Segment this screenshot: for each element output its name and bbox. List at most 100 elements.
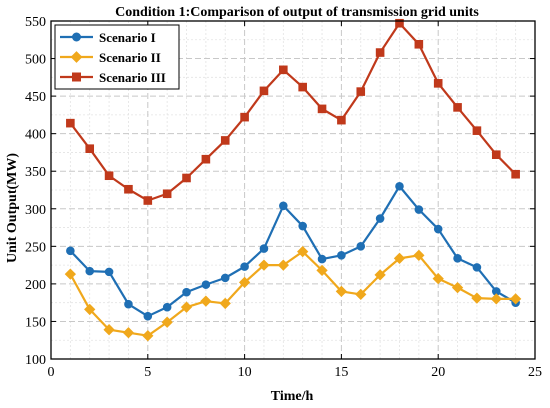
- data-point: [219, 297, 231, 310]
- data-point: [509, 293, 522, 305]
- data-point: [238, 276, 251, 289]
- legend-label: Scenario I: [99, 30, 156, 45]
- data-point: [453, 103, 462, 112]
- data-point: [162, 302, 172, 312]
- data-point: [317, 104, 327, 114]
- data-point: [414, 205, 424, 214]
- plot-frame: [50, 20, 536, 360]
- x-tick-label: 20: [431, 365, 445, 380]
- data-point: [453, 254, 462, 263]
- x-tick-label: 10: [238, 365, 252, 380]
- y-tick-label: 350: [25, 165, 46, 180]
- data-point: [511, 169, 520, 179]
- data-point: [85, 266, 95, 276]
- data-point: [180, 301, 193, 313]
- data-point: [240, 112, 249, 122]
- data-point: [64, 268, 77, 280]
- data-point: [259, 86, 269, 96]
- data-point: [471, 292, 483, 304]
- data-point: [393, 252, 406, 264]
- data-point: [201, 280, 211, 289]
- y-tick-label: 550: [25, 15, 46, 30]
- data-point: [374, 269, 386, 281]
- x-tick-label: 15: [334, 365, 348, 380]
- data-point: [472, 126, 482, 135]
- y-tick-label: 100: [25, 353, 46, 368]
- series-3: [66, 18, 520, 205]
- data-point: [356, 242, 366, 251]
- data-point: [316, 264, 328, 277]
- x-tick-label: 0: [48, 365, 55, 380]
- data-point: [375, 48, 385, 57]
- data-point: [413, 249, 425, 261]
- data-point: [414, 39, 424, 49]
- legend-label: Scenario II: [99, 50, 161, 65]
- data-point: [317, 254, 327, 264]
- data-point: [375, 214, 385, 223]
- data-point: [490, 293, 502, 305]
- series-2: [64, 245, 522, 342]
- data-point: [337, 115, 346, 125]
- chart-title: Condition 1:Comparison of output of tran…: [115, 5, 479, 20]
- legend-marker: [72, 32, 81, 42]
- data-point: [298, 221, 307, 231]
- data-point: [395, 18, 404, 28]
- data-point: [472, 263, 482, 272]
- data-point: [258, 259, 270, 271]
- legend-entry: Scenario III: [60, 70, 166, 85]
- data-point: [355, 288, 367, 301]
- data-point: [66, 118, 75, 128]
- data-point: [104, 267, 114, 277]
- data-point: [66, 246, 75, 256]
- data-point: [220, 273, 230, 283]
- data-point: [297, 245, 309, 258]
- data-point: [104, 171, 114, 181]
- data-point: [432, 272, 444, 285]
- data-point: [103, 324, 115, 336]
- y-axis-label: Unit Output(MW): [5, 153, 20, 263]
- data-point: [200, 295, 212, 307]
- data-point: [298, 82, 307, 92]
- data-point: [491, 150, 501, 159]
- data-point: [122, 327, 135, 339]
- data-point: [451, 281, 464, 294]
- data-point: [85, 144, 95, 153]
- y-tick-label: 400: [25, 128, 46, 143]
- ticks: 0 5 10 15 20 25 100 150 200 250 300 350 400 450 500 550: [25, 15, 542, 380]
- data-point: [277, 259, 289, 271]
- data-point: [335, 285, 348, 298]
- legend-marker: [72, 72, 81, 82]
- legend: Scenario I Scenario II Scenario III: [54, 24, 180, 90]
- legend-entry: Scenario II: [60, 50, 161, 65]
- legend-label: Scenario III: [99, 70, 166, 85]
- y-tick-label: 200: [25, 278, 46, 293]
- data-point: [182, 287, 191, 297]
- data-point: [337, 251, 346, 260]
- data-point: [124, 184, 133, 194]
- x-axis-label: Time/h: [271, 389, 314, 404]
- data-point: [395, 181, 404, 191]
- data-point: [433, 224, 443, 234]
- data-point: [240, 262, 249, 271]
- y-tick-label: 450: [25, 90, 46, 105]
- series-layer: [64, 18, 522, 342]
- data-point: [161, 316, 173, 328]
- data-point: [162, 189, 172, 199]
- data-point: [84, 303, 96, 316]
- data-point: [220, 136, 230, 145]
- data-point: [182, 173, 191, 183]
- x-tick-label: 25: [528, 365, 542, 380]
- data-point: [279, 65, 288, 75]
- data-point: [279, 201, 288, 211]
- data-point: [259, 244, 269, 253]
- data-point: [433, 79, 443, 88]
- series-1: [66, 181, 520, 321]
- y-tick-label: 300: [25, 203, 46, 218]
- data-point: [142, 330, 154, 342]
- x-tick-label: 5: [144, 365, 151, 380]
- legend-entry: Scenario I: [60, 30, 156, 45]
- data-point: [201, 154, 211, 164]
- y-tick-label: 500: [25, 53, 46, 68]
- data-point: [356, 87, 366, 96]
